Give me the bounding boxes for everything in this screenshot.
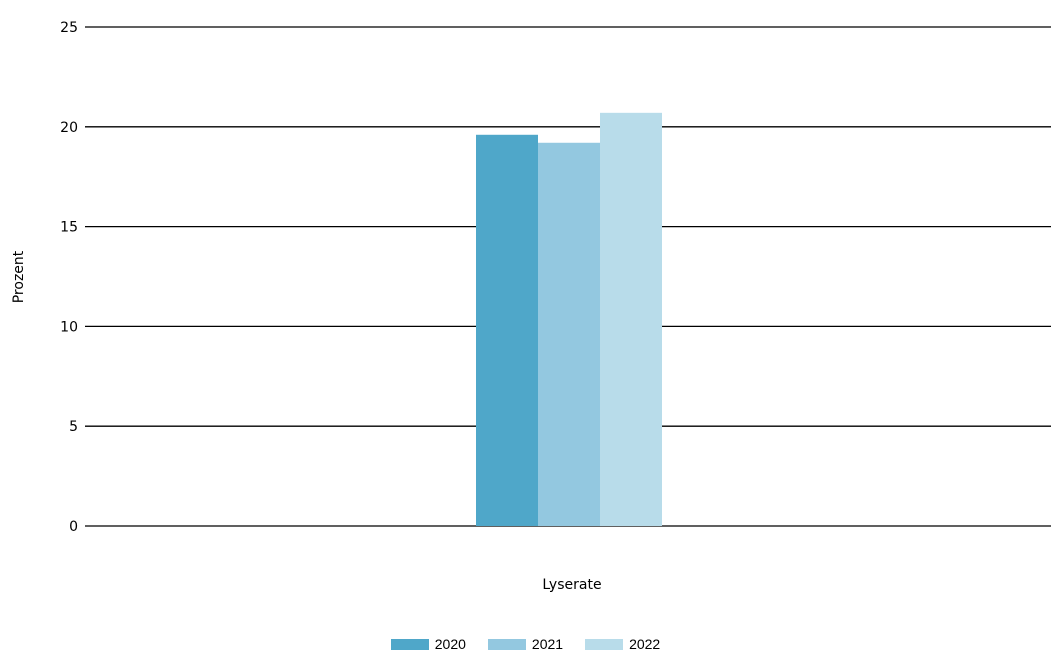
- legend-item-2022[interactable]: 2022: [585, 636, 660, 652]
- legend-label: 2020: [434, 636, 466, 652]
- legend-swatch: [487, 638, 526, 650]
- bar-2022[interactable]: [600, 112, 662, 526]
- legend-swatch: [585, 638, 624, 650]
- legend: 2020 2021 2022: [0, 634, 1051, 654]
- legend-label: 2022: [629, 636, 661, 652]
- bar-2021[interactable]: [538, 142, 600, 526]
- bars: [476, 112, 662, 526]
- y-tick-label: 20: [60, 120, 78, 136]
- legend-item-2021[interactable]: 2021: [487, 636, 564, 652]
- bar-2020[interactable]: [476, 134, 538, 526]
- legend-item-2020[interactable]: 2020: [390, 636, 466, 652]
- y-tick-label: 0: [69, 519, 78, 535]
- legend-swatch: [390, 638, 429, 650]
- y-tick-label: 15: [60, 220, 78, 236]
- x-axis-title: Lyserate: [542, 577, 601, 593]
- y-tick-label: 10: [60, 319, 78, 335]
- y-tick-label: 5: [69, 419, 78, 435]
- legend-label: 2021: [531, 636, 564, 652]
- y-axis-title: Prozent: [11, 250, 27, 303]
- y-tick-label: 25: [60, 20, 78, 36]
- y-axis-ticks: 0 5 10 15 20 25: [60, 20, 78, 535]
